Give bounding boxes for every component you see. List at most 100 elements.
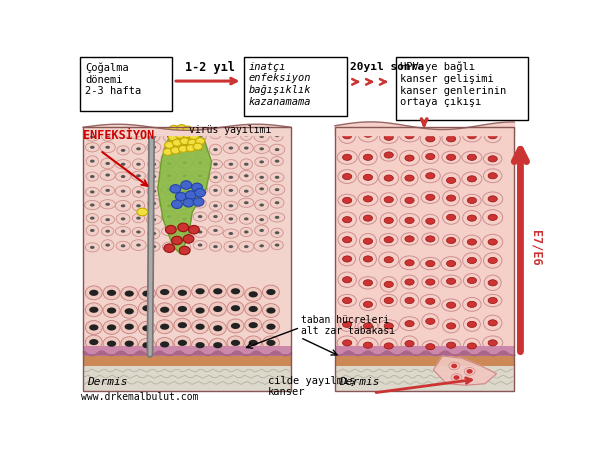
Ellipse shape [172,200,182,208]
Ellipse shape [270,198,284,208]
Ellipse shape [181,181,192,189]
Ellipse shape [198,188,203,191]
Ellipse shape [224,185,238,196]
Ellipse shape [338,295,356,307]
Ellipse shape [182,161,187,164]
Ellipse shape [121,175,125,178]
Ellipse shape [195,189,206,197]
Ellipse shape [467,198,476,203]
Ellipse shape [183,198,194,207]
Text: cilde yayılmış
kanser: cilde yayılmış kanser [268,376,355,397]
Ellipse shape [224,129,238,138]
Ellipse shape [151,135,156,138]
Ellipse shape [103,321,120,334]
Ellipse shape [192,304,209,318]
Text: taban hücreleri: taban hücreleri [301,315,389,325]
Ellipse shape [467,239,476,245]
Ellipse shape [262,336,279,350]
Ellipse shape [271,156,283,166]
Ellipse shape [231,288,240,295]
Ellipse shape [148,131,160,142]
Ellipse shape [209,201,222,211]
Text: Çoğalma
dönemi
2-3 hafta: Çoğalma dönemi 2-3 hafta [86,63,142,97]
Ellipse shape [256,184,268,194]
Ellipse shape [259,244,264,248]
Ellipse shape [467,277,476,284]
Ellipse shape [101,158,115,169]
Ellipse shape [446,136,456,142]
Ellipse shape [194,131,206,142]
Ellipse shape [484,129,501,143]
Ellipse shape [359,212,376,224]
Ellipse shape [359,234,376,249]
Ellipse shape [115,200,131,211]
Ellipse shape [259,229,264,232]
Ellipse shape [125,324,134,330]
Ellipse shape [337,150,357,164]
Ellipse shape [384,217,393,224]
Ellipse shape [213,288,223,295]
Ellipse shape [142,325,151,331]
Ellipse shape [121,287,137,300]
Text: alt zar tabakası: alt zar tabakası [301,326,395,336]
Ellipse shape [482,210,503,225]
Ellipse shape [115,226,131,236]
Ellipse shape [467,154,476,161]
Ellipse shape [106,174,110,176]
Ellipse shape [229,217,233,221]
Ellipse shape [248,340,258,346]
Ellipse shape [343,276,352,283]
Text: 1-2 yıl: 1-2 yıl [185,61,235,74]
Ellipse shape [224,241,238,252]
Ellipse shape [103,286,120,300]
Ellipse shape [213,176,218,179]
Ellipse shape [193,198,204,206]
Ellipse shape [174,336,191,350]
Ellipse shape [121,244,125,248]
Ellipse shape [209,302,226,316]
Ellipse shape [213,245,218,248]
Ellipse shape [240,159,253,170]
Ellipse shape [198,161,203,164]
Ellipse shape [463,253,481,268]
Ellipse shape [426,153,435,160]
Ellipse shape [209,242,222,251]
Ellipse shape [343,198,352,203]
Ellipse shape [443,235,459,247]
Ellipse shape [482,235,503,250]
Ellipse shape [188,139,197,146]
Ellipse shape [225,214,237,224]
Ellipse shape [183,235,194,243]
Ellipse shape [463,235,481,249]
Ellipse shape [488,196,497,202]
Ellipse shape [151,245,156,248]
Ellipse shape [467,301,476,308]
Ellipse shape [193,158,207,167]
Ellipse shape [167,215,172,218]
Ellipse shape [364,215,373,221]
Ellipse shape [193,171,207,180]
Ellipse shape [426,218,435,224]
Ellipse shape [178,213,192,224]
Ellipse shape [488,173,497,179]
Ellipse shape [86,143,99,152]
Ellipse shape [213,189,218,192]
Ellipse shape [106,146,110,149]
Ellipse shape [364,154,373,161]
Ellipse shape [270,213,285,222]
Ellipse shape [239,213,253,224]
Ellipse shape [229,245,233,248]
Ellipse shape [178,171,191,180]
Ellipse shape [426,298,435,304]
Ellipse shape [86,321,103,334]
Ellipse shape [339,252,356,266]
Ellipse shape [142,305,151,311]
Ellipse shape [405,298,414,304]
Ellipse shape [90,175,95,178]
Ellipse shape [89,290,98,296]
Ellipse shape [151,232,156,235]
Ellipse shape [229,163,233,166]
Ellipse shape [267,324,276,330]
Ellipse shape [121,320,137,334]
Ellipse shape [380,276,397,292]
